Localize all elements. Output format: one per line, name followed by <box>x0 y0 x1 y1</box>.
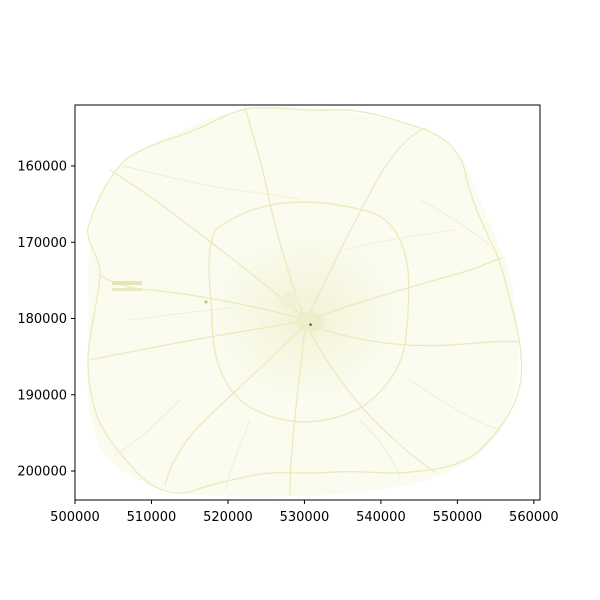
radial-road <box>307 327 436 473</box>
density-peak <box>309 323 312 326</box>
orbital-road <box>87 107 523 494</box>
secondary-road <box>119 164 301 201</box>
dense-patch <box>280 292 300 308</box>
y-tick-label: 190000 <box>17 388 67 403</box>
y-tick-label: 160000 <box>17 160 67 175</box>
density-surface <box>87 106 523 497</box>
radial-road <box>164 327 303 486</box>
radial-road <box>89 321 301 361</box>
x-tick-label: 520000 <box>203 510 253 525</box>
secondary-road <box>344 229 456 251</box>
x-tick-label: 510000 <box>127 510 177 525</box>
secondary-road <box>129 307 231 321</box>
dense-patch <box>296 312 324 332</box>
dense-patch <box>112 288 142 291</box>
radial-road <box>309 257 503 321</box>
y-tick-label: 170000 <box>17 236 67 251</box>
x-tick-label: 550000 <box>433 510 483 525</box>
secondary-road <box>419 199 491 246</box>
dense-patch <box>112 281 142 285</box>
inner-ring-road <box>208 201 410 423</box>
x-tick-label: 500000 <box>50 510 100 525</box>
secondary-road <box>409 379 501 431</box>
y-tick-label: 180000 <box>17 312 67 327</box>
x-tick-label: 560000 <box>509 510 559 525</box>
x-tick-label: 540000 <box>356 510 406 525</box>
radial-road <box>309 324 519 347</box>
secondary-road <box>114 399 181 456</box>
y-tick-label: 200000 <box>17 465 67 480</box>
dense-patch <box>204 300 208 304</box>
secondary-road <box>224 419 251 491</box>
x-tick-label: 530000 <box>280 510 330 525</box>
radial-road <box>307 127 426 319</box>
radial-road <box>289 329 306 496</box>
radial-road <box>109 169 303 316</box>
plot-frame <box>74 104 541 501</box>
x-axis: 500000 510000 520000 530000 540000 550000 5600… <box>50 500 559 525</box>
y-axis: 160000 170000 180000 190000 200000 <box>17 160 75 480</box>
secondary-road <box>359 419 401 481</box>
radial-road <box>244 107 306 321</box>
